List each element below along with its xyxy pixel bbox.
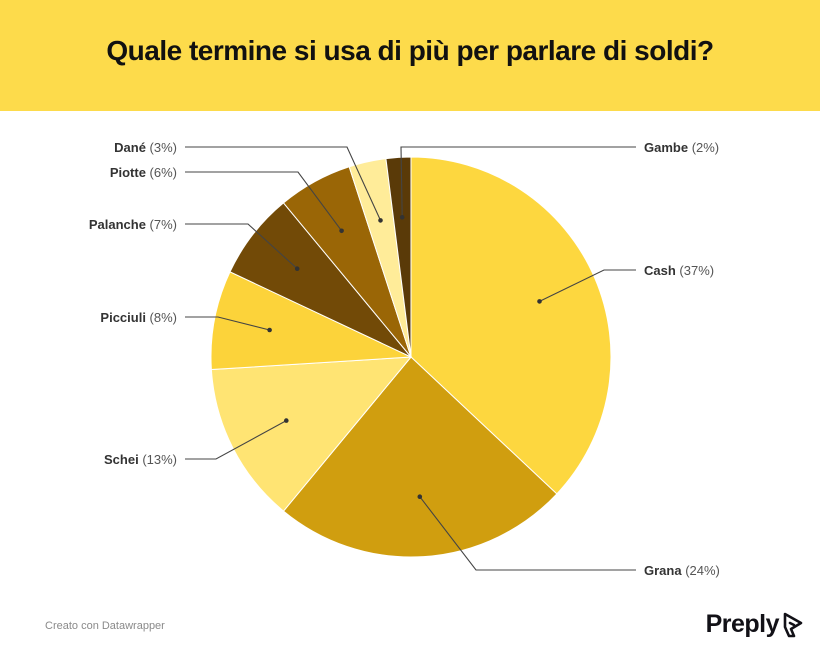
slice-label-picciuli: Picciuli (8%) xyxy=(100,310,177,325)
pie-slice-grana xyxy=(282,356,558,558)
leader-line-schei xyxy=(185,420,287,460)
leader-dot-picciuli xyxy=(267,327,272,333)
slice-label-gambe: Gambe (2%) xyxy=(644,140,719,155)
leader-dot-gambe xyxy=(399,215,405,220)
pie-slice-schei xyxy=(210,356,413,512)
slice-label-piotte: Piotte (6%) xyxy=(110,165,177,180)
leader-line-piotte xyxy=(185,171,343,232)
leader-dot-palanche xyxy=(294,266,300,272)
preply-logo: Preply xyxy=(706,610,804,639)
leader-line-cash xyxy=(539,269,636,302)
leader-line-palanche xyxy=(185,223,298,270)
leader-line-gambe xyxy=(400,146,636,218)
preply-logo-icon xyxy=(783,612,803,637)
slice-label-palanche: Palanche (7%) xyxy=(89,217,177,232)
leader-line-picciuli xyxy=(185,316,270,331)
logo-text: Preply xyxy=(705,610,780,638)
chart-title: Quale termine si usa di più per parlare … xyxy=(106,35,714,66)
pie-chart: Cash (37%) Grana (24%) Schei (13%) Picciuli… xyxy=(89,140,720,578)
leader-dot-grana xyxy=(417,494,423,500)
leader-line-dané xyxy=(185,146,382,221)
slice-label-schei: Schei (13%) xyxy=(104,452,177,467)
leader-dot-dané xyxy=(378,218,383,223)
leader-dot-schei xyxy=(284,418,289,423)
slice-label-cash: Cash (37%) xyxy=(644,263,714,278)
slice-label-grana: Grana (24%) xyxy=(644,563,720,578)
pie-slice-cash xyxy=(410,156,612,495)
credit-text: Creato con Datawrapper xyxy=(45,620,165,632)
title-banner: Quale termine si usa di più per parlare … xyxy=(0,0,820,111)
pie-slice-picciuli xyxy=(210,271,412,371)
leader-dot-piotte xyxy=(339,228,344,234)
pie-slice-gambe xyxy=(385,156,412,358)
leader-dot-cash xyxy=(537,299,542,304)
slice-label-dané: Dané (3%) xyxy=(114,140,177,155)
leader-line-grana xyxy=(419,496,636,571)
